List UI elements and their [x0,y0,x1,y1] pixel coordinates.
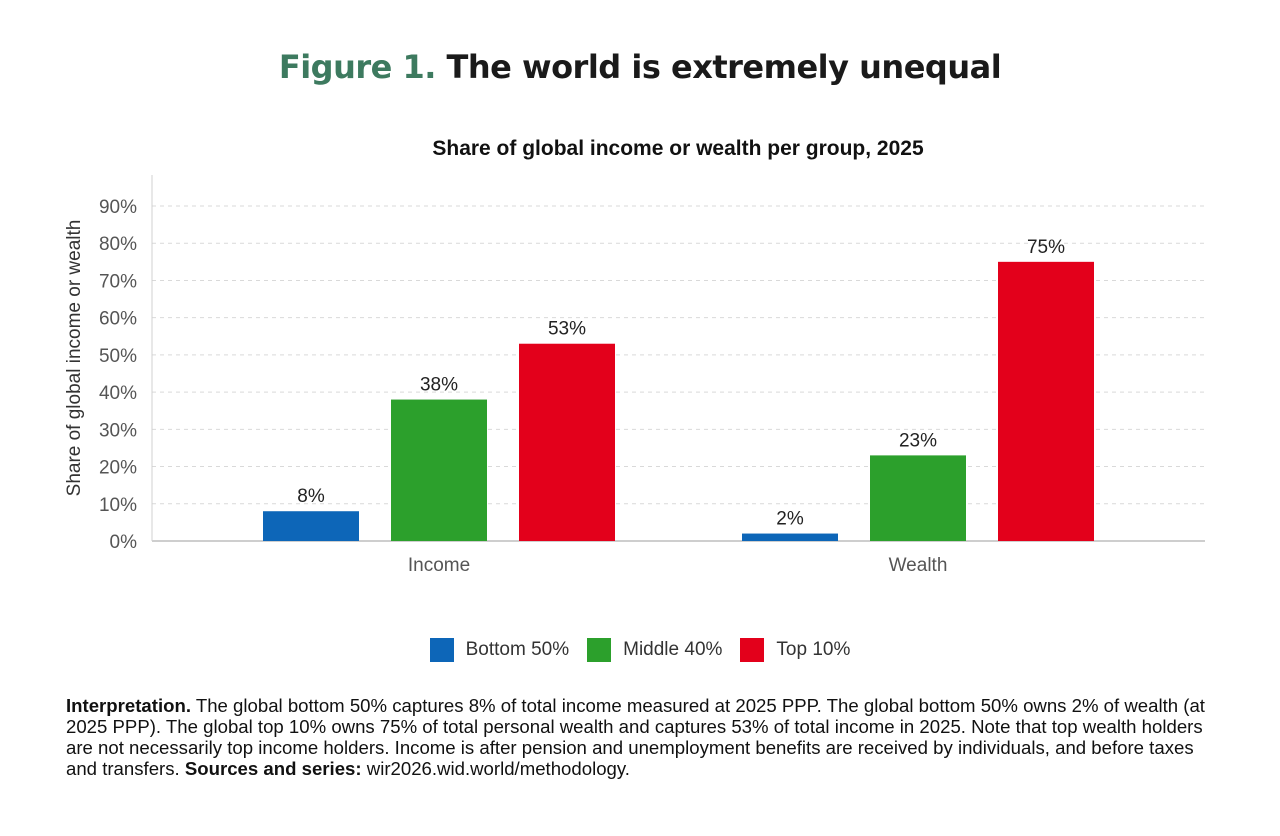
bar-value-label: 75% [1027,237,1065,258]
bar-value-label: 2% [776,509,804,530]
chart-title: Share of global income or wealth per gro… [432,137,924,160]
bar-wealth-2 [998,261,1094,541]
y-tick-label: 60% [99,309,137,330]
interpretation-body: The global bottom 50% captures 8% of tot… [66,695,1205,779]
bar-wealth-0 [742,533,838,541]
bar-value-label: 23% [899,430,937,451]
figure-label: Figure 1. [278,48,437,86]
y-tick-label: 80% [99,234,137,255]
legend-item: Bottom 50% [429,638,570,662]
legend-label: Top 10% [776,639,851,660]
y-tick-label: 50% [99,346,137,367]
bar-value-labels: 8% 38% 53% 2% 23% 75% [297,237,1065,530]
bar-income-2 [519,343,615,541]
sources-value: wir2026.wid.world/methodology. [361,758,630,779]
legend-swatch [429,638,454,662]
x-tick-labels: Income Wealth [408,555,948,576]
legend-item: Middle 40% [587,638,722,662]
legend-item: Top 10% [740,638,850,662]
legend-swatch [740,638,765,662]
y-tick-label: 40% [99,383,137,404]
bar-chart: Share of global income or wealth per gro… [64,137,1205,576]
bar-value-label: 38% [420,375,458,396]
interpretation-note: Interpretation. The global bottom 50% ca… [66,695,1216,779]
figure-title: The world is extremely unequal [446,48,1002,86]
bar-wealth-1 [870,455,966,541]
y-tick-label: 10% [99,495,137,516]
x-tick-label: Income [408,555,470,576]
bar-value-label: 53% [548,319,586,340]
bars [263,261,1094,541]
y-axis-label: Share of global income or wealth [64,220,85,497]
bar-income-0 [263,511,359,541]
y-tick-label: 30% [99,420,137,441]
y-tick-label: 20% [99,458,137,479]
bar-income-1 [391,399,487,541]
sources-label: Sources and series: [184,758,362,779]
x-tick-label: Wealth [889,555,948,576]
legend-label: Bottom 50% [465,639,570,660]
bar-value-label: 8% [297,486,325,507]
legend-label: Middle 40% [623,639,723,660]
y-tick-labels: 0% 10% 20% 30% 40% 50% 60% 70% 80% 90% [99,197,137,553]
legend-swatch [587,638,612,662]
y-tick-label: 0% [110,532,138,553]
interpretation-lead: Interpretation. [66,695,191,716]
y-tick-label: 90% [99,197,137,218]
figure-heading: Figure 1. The world is extremely unequal [0,48,1280,86]
y-tick-label: 70% [99,271,137,292]
legend: Bottom 50% Middle 40% Top 10% [0,638,1280,662]
